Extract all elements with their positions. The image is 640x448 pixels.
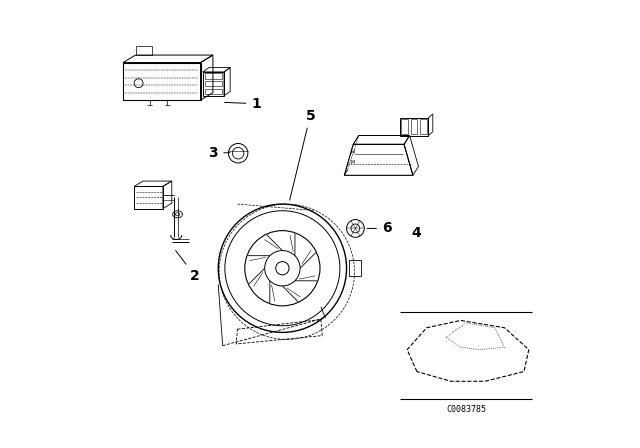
Circle shape bbox=[218, 204, 346, 332]
Circle shape bbox=[265, 250, 300, 286]
Circle shape bbox=[346, 220, 364, 237]
Text: 5: 5 bbox=[290, 108, 315, 200]
Text: 4: 4 bbox=[412, 226, 421, 240]
Text: 3: 3 bbox=[209, 146, 230, 160]
Text: M: M bbox=[351, 160, 355, 165]
Text: M: M bbox=[351, 150, 355, 155]
Circle shape bbox=[228, 143, 248, 163]
Text: 2: 2 bbox=[175, 250, 200, 283]
Ellipse shape bbox=[173, 211, 182, 218]
Text: C0083785: C0083785 bbox=[446, 405, 486, 414]
Text: 1: 1 bbox=[225, 97, 261, 111]
Text: 6: 6 bbox=[367, 221, 392, 236]
